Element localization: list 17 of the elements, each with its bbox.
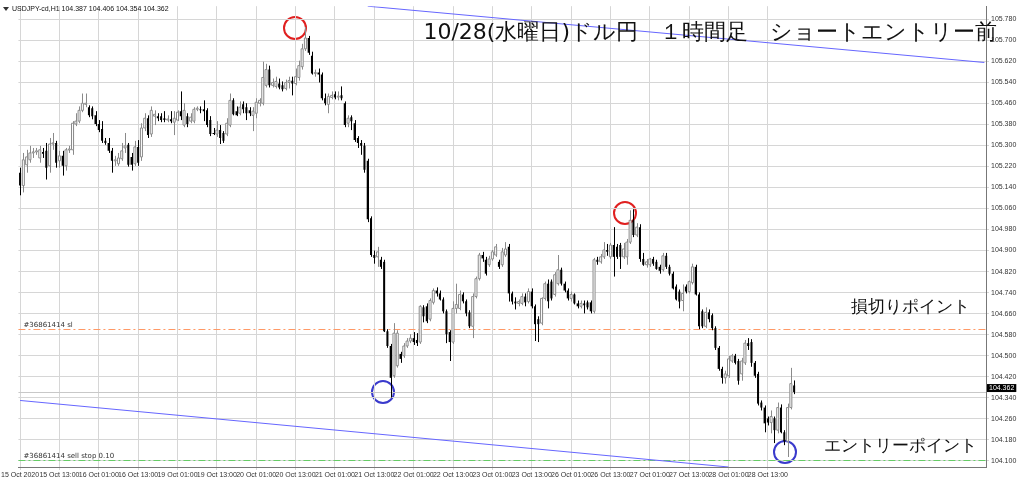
candlestick bbox=[448, 329, 451, 362]
candlestick bbox=[737, 358, 740, 386]
candlestick bbox=[343, 100, 346, 128]
candlestick bbox=[19, 167, 22, 196]
candlestick bbox=[320, 71, 323, 101]
candlestick bbox=[547, 278, 550, 309]
candlestick bbox=[678, 288, 681, 309]
annotation: エントリーポイント bbox=[823, 435, 977, 456]
candlestick bbox=[307, 35, 310, 56]
candlestick bbox=[773, 416, 776, 444]
candlestick bbox=[632, 208, 635, 238]
candlestick bbox=[363, 142, 366, 174]
annotation: 損切りポイント bbox=[850, 296, 970, 317]
candlestick bbox=[353, 119, 356, 143]
candlestick bbox=[127, 142, 130, 168]
candlestick bbox=[763, 404, 766, 433]
candlestick bbox=[268, 65, 271, 88]
